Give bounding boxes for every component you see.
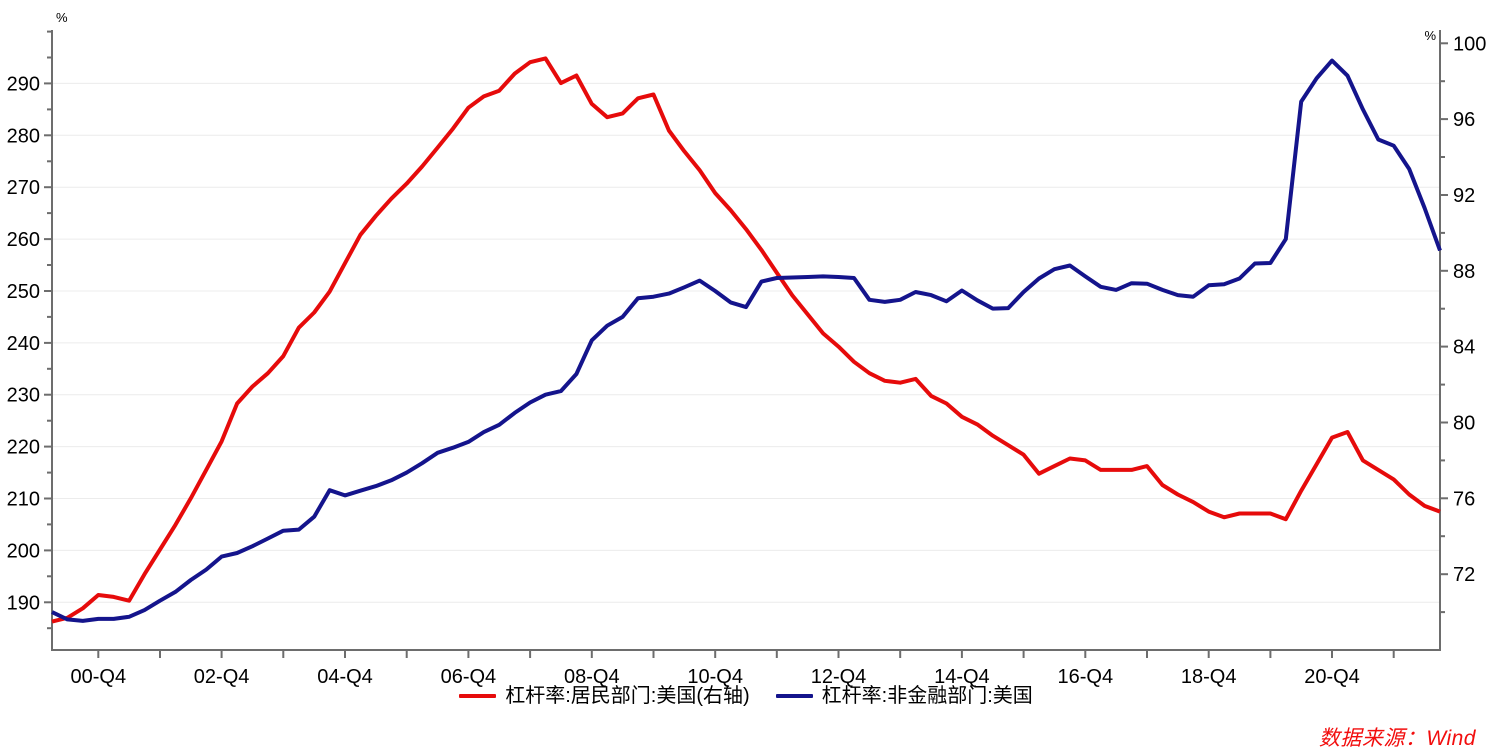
- svg-text:84: 84: [1453, 337, 1475, 359]
- svg-text:06-Q4: 06-Q4: [441, 666, 497, 688]
- svg-text:240: 240: [7, 333, 40, 355]
- legend-item-nonfinancial: 杠杆率:非金融部门:美国: [775, 685, 1033, 707]
- svg-text:100: 100: [1453, 33, 1486, 55]
- svg-text:72: 72: [1453, 564, 1475, 586]
- legend-line-red-icon: [459, 694, 497, 698]
- svg-text:00-Q4: 00-Q4: [71, 666, 127, 688]
- svg-text:230: 230: [7, 385, 40, 407]
- svg-text:92: 92: [1453, 185, 1475, 207]
- svg-text:%: %: [1424, 28, 1436, 43]
- svg-text:80: 80: [1453, 413, 1475, 435]
- legend-line-blue-icon: [775, 694, 813, 698]
- svg-text:04-Q4: 04-Q4: [317, 666, 373, 688]
- svg-text:10-Q4: 10-Q4: [687, 666, 743, 688]
- svg-text:96: 96: [1453, 109, 1475, 131]
- legend-label-household: 杠杆率:居民部门:美国(右轴): [505, 685, 750, 707]
- svg-text:18-Q4: 18-Q4: [1181, 666, 1237, 688]
- svg-text:290: 290: [7, 73, 40, 95]
- svg-text:14-Q4: 14-Q4: [934, 666, 990, 688]
- svg-text:08-Q4: 08-Q4: [564, 666, 620, 688]
- svg-text:20-Q4: 20-Q4: [1304, 666, 1360, 688]
- legend-label-nonfinancial: 杠杆率:非金融部门:美国: [821, 685, 1033, 707]
- svg-text:220: 220: [7, 437, 40, 459]
- svg-text:88: 88: [1453, 261, 1475, 283]
- svg-text:270: 270: [7, 177, 40, 199]
- svg-text:210: 210: [7, 489, 40, 511]
- svg-text:%: %: [56, 10, 68, 25]
- legend-item-household: 杠杆率:居民部门:美国(右轴): [459, 685, 750, 707]
- svg-text:16-Q4: 16-Q4: [1058, 666, 1114, 688]
- chart-legend: 杠杆率:居民部门:美国(右轴) 杠杆率:非金融部门:美国: [0, 686, 1492, 706]
- svg-text:260: 260: [7, 229, 40, 251]
- svg-text:02-Q4: 02-Q4: [194, 666, 250, 688]
- svg-text:200: 200: [7, 540, 40, 562]
- svg-text:76: 76: [1453, 488, 1475, 510]
- svg-text:250: 250: [7, 281, 40, 303]
- svg-text:280: 280: [7, 125, 40, 147]
- data-source-note: 数据来源：Wind: [1318, 727, 1476, 750]
- svg-text:190: 190: [7, 592, 40, 614]
- svg-text:12-Q4: 12-Q4: [811, 666, 867, 688]
